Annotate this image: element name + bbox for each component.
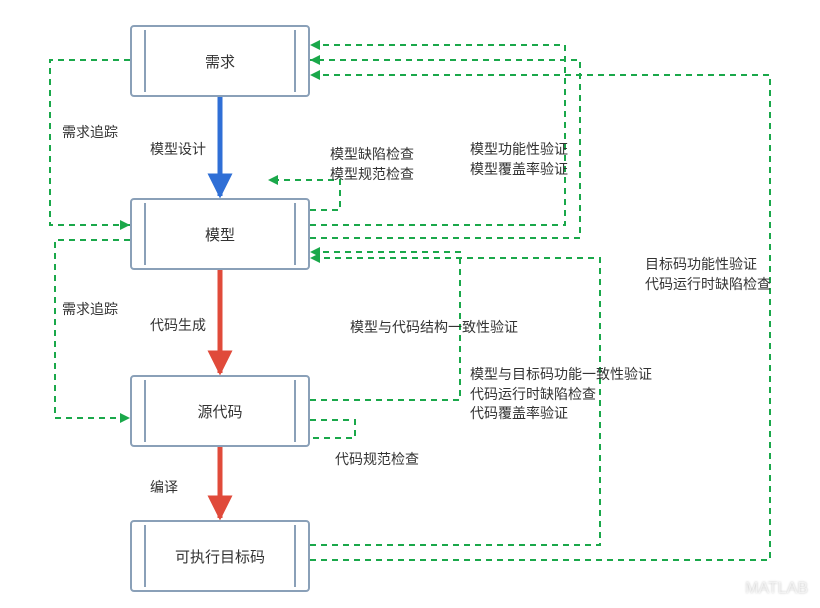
feedback-arrowhead bbox=[310, 55, 320, 65]
watermark: MATLAB bbox=[719, 580, 808, 598]
feedback-label: 模型与目标码功能一致性验证代码运行时缺陷检查代码覆盖率验证 bbox=[470, 365, 652, 424]
feedback-edge-3 bbox=[55, 240, 130, 418]
diagram-edges bbox=[0, 0, 820, 608]
feedback-label: 模型与代码结构一致性验证 bbox=[350, 318, 518, 338]
wechat-icon bbox=[719, 580, 739, 598]
node-model: 模型 bbox=[130, 198, 310, 270]
edge-label: 代码生成 bbox=[150, 316, 206, 336]
feedback-label: 需求追踪 bbox=[62, 300, 118, 320]
feedback-arrowhead bbox=[310, 247, 320, 257]
feedback-edge-1 bbox=[310, 45, 565, 225]
feedback-arrowhead bbox=[310, 253, 320, 263]
edge-label: 模型设计 bbox=[150, 140, 206, 160]
node-req: 需求 bbox=[130, 25, 310, 97]
edge-label: 编译 bbox=[150, 478, 178, 498]
feedback-arrowhead bbox=[268, 175, 278, 185]
feedback-label: 代码规范检查 bbox=[335, 450, 419, 470]
node-label: 模型 bbox=[205, 224, 235, 245]
node-src: 源代码 bbox=[130, 375, 310, 447]
feedback-label: 模型功能性验证模型覆盖率验证 bbox=[470, 140, 568, 179]
node-label: 需求 bbox=[205, 51, 235, 72]
node-exe: 可执行目标码 bbox=[130, 520, 310, 592]
node-label: 可执行目标码 bbox=[175, 546, 265, 567]
feedback-label: 需求追踪 bbox=[62, 123, 118, 143]
feedback-label: 目标码功能性验证代码运行时缺陷检查 bbox=[645, 255, 771, 294]
feedback-arrowhead bbox=[310, 40, 320, 50]
feedback-label: 模型缺陷检查模型规范检查 bbox=[330, 145, 414, 184]
feedback-arrowhead bbox=[120, 413, 130, 423]
feedback-arrowhead bbox=[310, 70, 320, 80]
watermark-text: MATLAB bbox=[745, 580, 808, 598]
node-label: 源代码 bbox=[197, 401, 242, 422]
feedback-arrowhead bbox=[120, 220, 130, 230]
